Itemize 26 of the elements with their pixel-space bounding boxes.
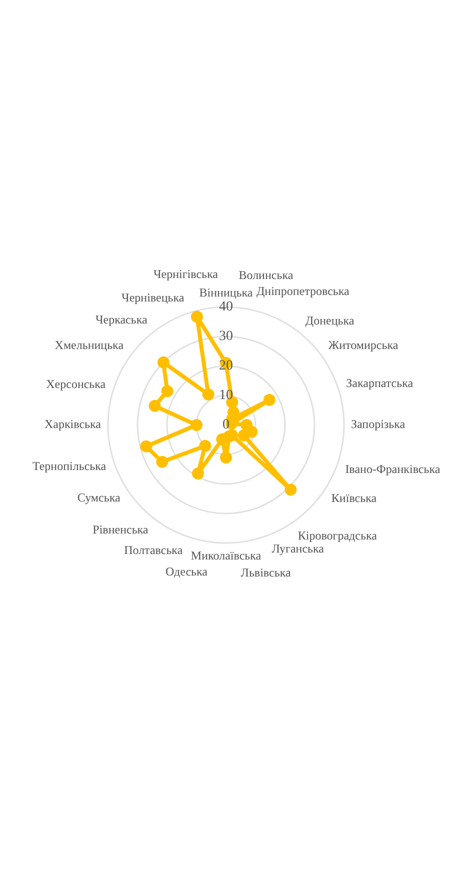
spoke-label: Донецька <box>305 313 355 328</box>
y-tick-label: 30 <box>219 329 233 344</box>
spoke-label: Дніпропетровська <box>256 284 350 298</box>
y-tick-label: 40 <box>219 300 233 315</box>
spoke-label: Луганська <box>272 542 325 556</box>
spoke-label: Сумська <box>77 490 121 505</box>
spoke-label: Хмельницька <box>54 338 124 352</box>
spoke-label: Кіровоградська <box>298 528 378 543</box>
spoke-label: Київська <box>331 491 378 506</box>
spoke-label: Черкаська <box>95 312 148 327</box>
spoke-label: Миколаївська <box>190 548 262 563</box>
spoke-label: Херсонська <box>46 376 106 391</box>
spoke-label: Рівненська <box>92 522 149 537</box>
spoke-label: Полтавська <box>124 542 184 557</box>
spoke-label: Львівська <box>240 566 292 580</box>
spoke-label: Вінницька <box>199 286 254 300</box>
spoke-label: Запорізька <box>351 417 406 432</box>
spoke-label: Харківська <box>44 417 102 432</box>
spoke-label: Чернівецька <box>122 290 185 304</box>
spoke-label: Житомирська <box>328 338 399 352</box>
spoke-label: Одеська <box>165 564 208 579</box>
spoke-label: Волинська <box>238 268 294 282</box>
spoke-label: Чернігівська <box>153 266 219 281</box>
spoke-label: Тернопільська <box>32 459 107 474</box>
spoke-label: Закарпатська <box>346 376 414 390</box>
spoke-label: Івано-Франківська <box>345 462 441 476</box>
